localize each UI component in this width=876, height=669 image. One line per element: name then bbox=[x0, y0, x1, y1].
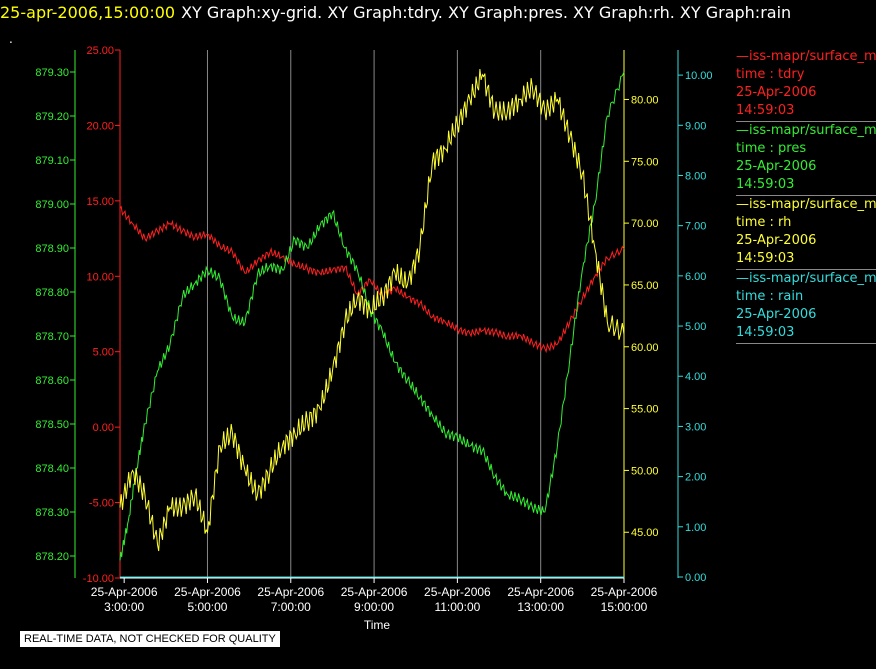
legend-title: —iss-mapr/surface_m bbox=[736, 123, 876, 138]
legend-time: 14:59:03 bbox=[736, 177, 795, 192]
y-tick-label-rh: 65.00 bbox=[631, 280, 659, 292]
series-line-rh bbox=[119, 68, 625, 552]
y-tick-label-rh: 55.00 bbox=[631, 404, 659, 416]
y-tick-label-pres: 878.50 bbox=[35, 419, 69, 431]
y-tick-label-rain: 1.00 bbox=[685, 522, 706, 534]
y-tick-label-pres: 878.40 bbox=[35, 463, 69, 475]
quality-disclaimer: REAL-TIME DATA, NOT CHECKED FOR QUALITY bbox=[20, 631, 280, 647]
x-tick-date: 25-Apr-2006 bbox=[91, 585, 158, 599]
legend-var: time : rh bbox=[736, 215, 792, 230]
y-tick-label-pres: 879.30 bbox=[35, 67, 69, 79]
y-tick-label-rh: 70.00 bbox=[631, 218, 659, 230]
y-tick-label-tdry: 20.00 bbox=[86, 120, 114, 132]
legend-var: time : pres bbox=[736, 141, 807, 156]
y-tick-label-tdry: 10.00 bbox=[86, 271, 114, 283]
legend-date: 25-Apr-2006 bbox=[736, 233, 817, 248]
y-tick-label-tdry: 5.00 bbox=[93, 347, 114, 359]
y-tick-label-pres: 879.10 bbox=[35, 155, 69, 167]
y-tick-label-rh: 45.00 bbox=[631, 527, 659, 539]
y-tick-label-rh: 80.00 bbox=[631, 94, 659, 106]
legend-var: time : rain bbox=[736, 289, 804, 304]
y-tick-label-rain: 8.00 bbox=[685, 170, 706, 182]
y-tick-label-tdry: 0.00 bbox=[93, 422, 114, 434]
header-timestamp: 25-apr-2006,15:00:00 bbox=[0, 3, 176, 22]
legend-time: 14:59:03 bbox=[736, 325, 795, 340]
x-axis-ticks: 25-Apr-20063:00:0025-Apr-20065:00:0025-A… bbox=[91, 577, 658, 614]
y-tick-label-rain: 6.00 bbox=[685, 271, 706, 283]
x-tick-time: 11:00:00 bbox=[434, 600, 480, 614]
x-tick-date: 25-Apr-2006 bbox=[257, 585, 324, 599]
y-tick-label-tdry: 25.00 bbox=[86, 45, 114, 57]
legend-title: —iss-mapr/surface_m bbox=[736, 197, 876, 212]
y-tick-label-rain: 7.00 bbox=[685, 221, 706, 233]
series-line-pres bbox=[119, 71, 625, 561]
x-tick-date: 25-Apr-2006 bbox=[591, 585, 658, 599]
y-tick-label-pres: 878.60 bbox=[35, 375, 69, 387]
x-tick-date: 25-Apr-2006 bbox=[507, 585, 574, 599]
legend-date: 25-Apr-2006 bbox=[736, 307, 817, 322]
y-tick-label-rh: 60.00 bbox=[631, 342, 659, 354]
y-tick-label-pres: 878.30 bbox=[35, 507, 69, 519]
legend-title: —iss-mapr/surface_m bbox=[736, 49, 876, 64]
legend: —iss-mapr/surface_m time : tdry 25-Apr-200… bbox=[736, 48, 876, 344]
chart-series bbox=[119, 68, 625, 578]
legend-title: —iss-mapr/surface_m bbox=[736, 271, 876, 286]
y-tick-label-tdry: 15.00 bbox=[86, 196, 114, 208]
x-tick-date: 25-Apr-2006 bbox=[174, 585, 241, 599]
legend-var: time : tdry bbox=[736, 67, 805, 82]
y-tick-label-rain: 3.00 bbox=[685, 421, 706, 433]
series-line-tdry bbox=[119, 205, 625, 354]
legend-time: 14:59:03 bbox=[736, 103, 795, 118]
x-tick-time: 15:00:00 bbox=[601, 600, 648, 614]
x-tick-date: 25-Apr-2006 bbox=[424, 585, 491, 599]
y-tick-label-rain: 10.00 bbox=[685, 70, 713, 82]
x-tick-date: 25-Apr-2006 bbox=[341, 585, 408, 599]
header-graph-list: XY Graph:xy-grid. XY Graph:tdry. XY Grap… bbox=[181, 3, 792, 22]
chart-axes: 878.20 878.30 878.40 878.50 878.60 878.70 878.… bbox=[35, 45, 712, 585]
y-tick-label-rain: 2.00 bbox=[685, 472, 706, 484]
y-tick-label-tdry: -5.00 bbox=[89, 498, 114, 510]
y-tick-label-rain: 5.00 bbox=[685, 321, 706, 333]
x-axis-label: Time bbox=[364, 618, 391, 632]
y-tick-label-rh: 75.00 bbox=[631, 156, 659, 168]
x-tick-time: 9:00:00 bbox=[354, 600, 394, 614]
y-tick-label-pres: 878.80 bbox=[35, 287, 69, 299]
x-tick-time: 3:00:00 bbox=[104, 600, 144, 614]
y-tick-label-pres: 879.20 bbox=[35, 111, 69, 123]
legend-date: 25-Apr-2006 bbox=[736, 85, 817, 100]
status-dot: . bbox=[9, 32, 13, 46]
x-tick-time: 7:00:00 bbox=[271, 600, 311, 614]
x-tick-time: 13:00:00 bbox=[517, 600, 564, 614]
legend-time: 14:59:03 bbox=[736, 251, 795, 266]
y-tick-label-pres: 879.00 bbox=[35, 199, 69, 211]
x-tick-time: 5:00:00 bbox=[187, 600, 227, 614]
header-bar: 25-apr-2006,15:00:00 XY Graph:xy-grid. XY… bbox=[0, 2, 791, 24]
y-tick-label-rain: 9.00 bbox=[685, 120, 706, 132]
y-tick-label-pres: 878.90 bbox=[35, 243, 69, 255]
y-tick-label-rain: 4.00 bbox=[685, 371, 706, 383]
y-tick-label-pres: 878.20 bbox=[35, 551, 69, 563]
y-tick-label-rh: 50.00 bbox=[631, 465, 659, 477]
legend-date: 25-Apr-2006 bbox=[736, 159, 817, 174]
y-tick-label-rain: 0.00 bbox=[685, 572, 706, 584]
y-tick-label-tdry: -10.00 bbox=[83, 573, 114, 585]
y-tick-label-pres: 878.70 bbox=[35, 331, 69, 343]
